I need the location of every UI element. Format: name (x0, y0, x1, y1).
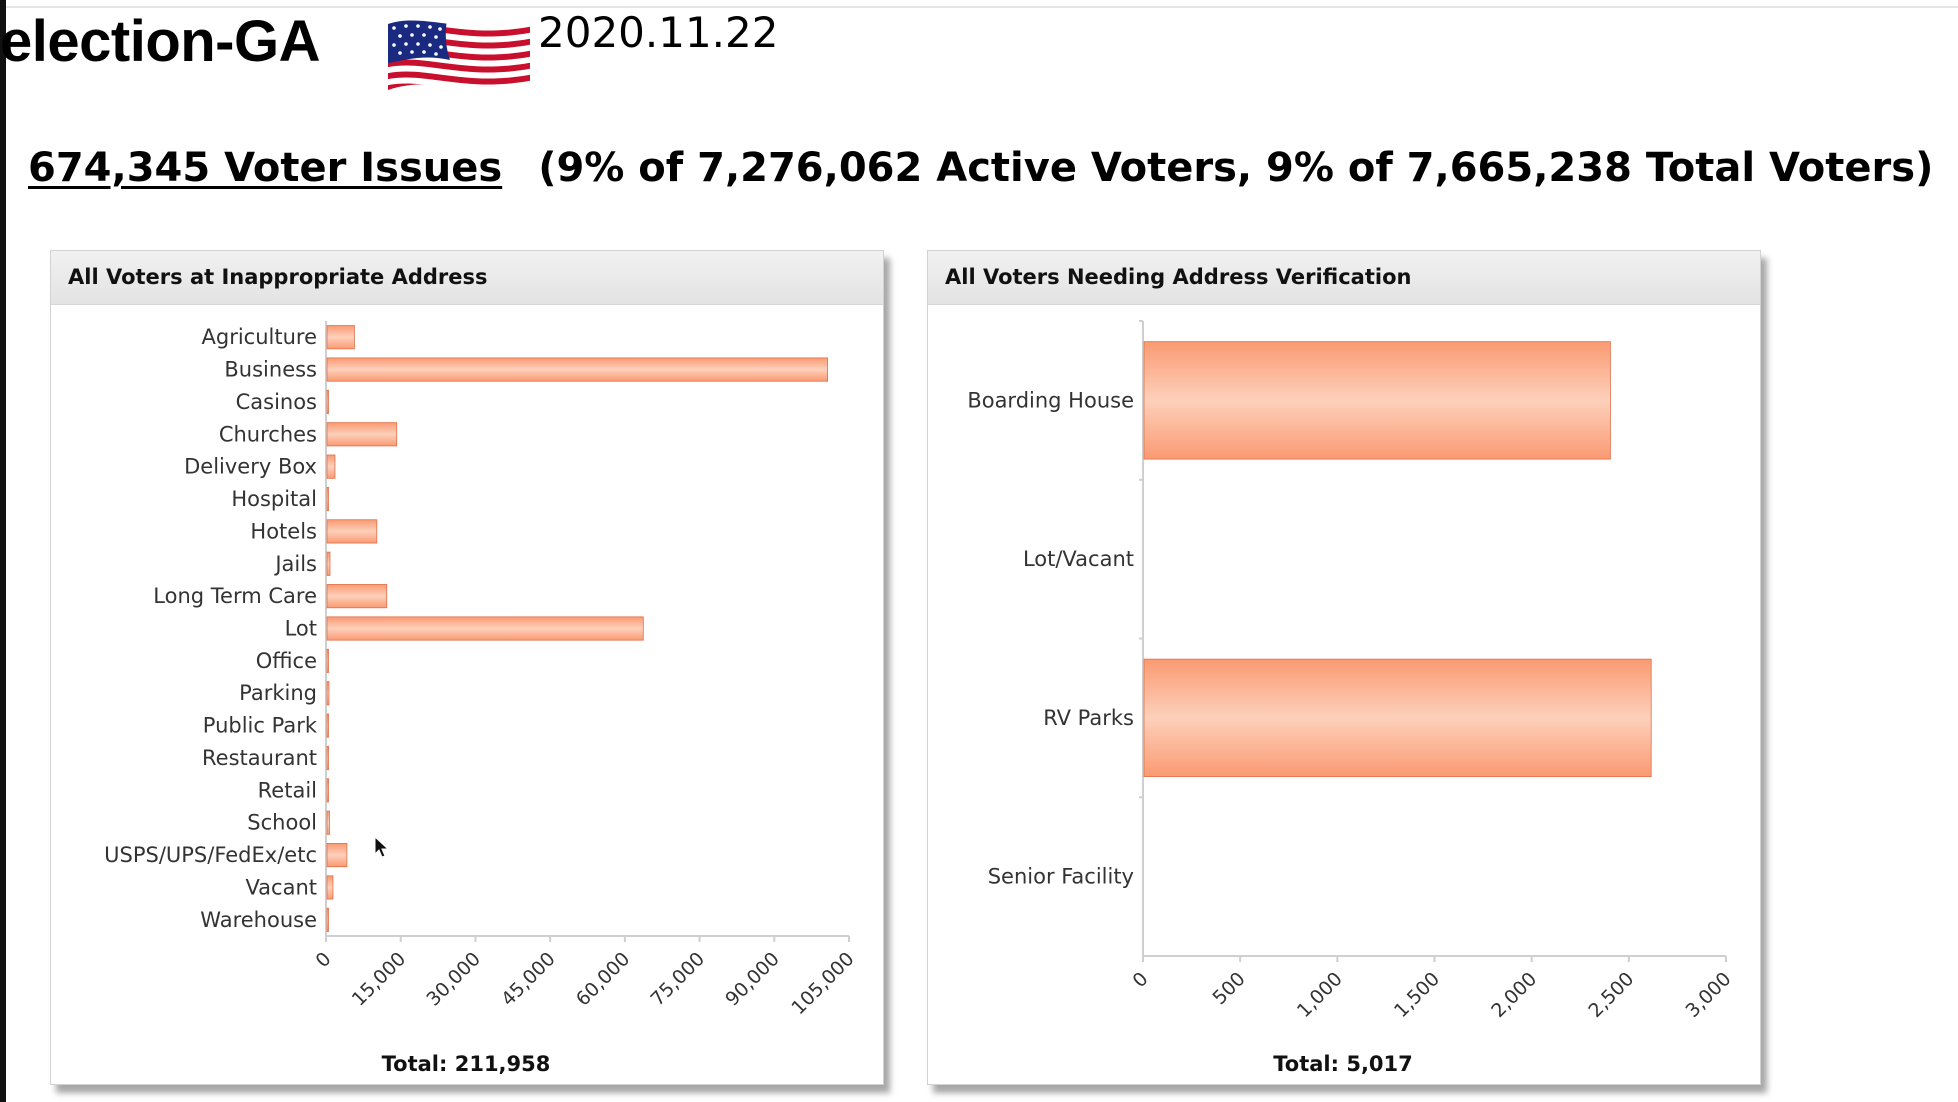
mouse-cursor-icon (374, 836, 390, 858)
bar (326, 810, 330, 835)
total-value: 211,958 (455, 1052, 551, 1076)
panel-title: All Voters at Inappropriate Address (51, 251, 883, 305)
category-label: Office (256, 649, 317, 673)
chart-axes (325, 321, 850, 942)
voter-issues-headline: 674,345 Voter Issues (9% of 7,276,062 Act… (28, 145, 1933, 191)
category-label: Jails (273, 552, 317, 576)
chart-axes (1139, 320, 1727, 962)
bar (326, 454, 336, 479)
category-label: Public Park (203, 714, 318, 738)
inappropriate-address-panel: All Voters at Inappropriate Address Agri… (50, 250, 884, 1085)
bar (326, 778, 329, 803)
x-tick-label: 15,000 (348, 948, 411, 1011)
category-label: School (247, 811, 317, 835)
bar (326, 486, 329, 512)
category-label: Warehouse (200, 908, 317, 932)
category-label: Lot/Vacant (1023, 547, 1134, 571)
bar (1143, 341, 1611, 460)
category-label: Long Term Care (153, 584, 317, 608)
x-tick-label: 75,000 (647, 948, 710, 1011)
window-left-edge (0, 0, 6, 1102)
category-label: Churches (219, 422, 317, 446)
x-tick-label: 45,000 (497, 948, 560, 1011)
us-flag-icon (388, 20, 530, 90)
category-label: Parking (239, 681, 317, 705)
bar (326, 325, 355, 350)
x-tick-label: 30,000 (422, 948, 485, 1011)
top-divider (6, 6, 1958, 8)
voter-issues-link[interactable]: 674,345 Voter Issues (28, 145, 503, 191)
bar (326, 843, 348, 868)
bar (326, 357, 828, 382)
bar (326, 648, 329, 673)
address-verification-chart: Boarding House Lot/Vacant RV Parks Senior F… (967, 320, 1736, 1076)
bar (326, 551, 331, 576)
category-label: Hotels (250, 519, 317, 543)
total-value: 5,017 (1346, 1052, 1412, 1076)
x-tick-label: 2,500 (1584, 968, 1638, 1022)
x-tick-label: 2,000 (1487, 968, 1541, 1022)
bar (326, 389, 329, 414)
bar (326, 681, 330, 706)
category-label: Retail (258, 778, 317, 802)
category-label: Lot (285, 617, 317, 641)
category-label: Restaurant (202, 746, 317, 770)
category-label: Business (224, 358, 317, 382)
bar (326, 745, 329, 771)
category-label: Boarding House (967, 388, 1134, 412)
voter-issues-summary: (9% of 7,276,062 Active Voters, 9% of 7,… (538, 145, 1934, 191)
x-tick-label: 1,500 (1390, 968, 1444, 1022)
category-label: Senior Facility (988, 865, 1134, 889)
bar (326, 875, 334, 900)
category-label: Vacant (245, 875, 317, 899)
bar (326, 713, 329, 738)
bar (326, 616, 644, 641)
category-label: Delivery Box (184, 455, 317, 479)
bar (1143, 658, 1652, 778)
bar (326, 584, 388, 609)
x-tick-label: 500 (1209, 968, 1250, 1009)
chart-total: Total: 211,958 (382, 1052, 551, 1076)
category-label: Hospital (231, 487, 317, 511)
address-verification-panel: All Voters Needing Address Verification … (927, 250, 1761, 1085)
x-tick-label: 3,000 (1682, 968, 1736, 1022)
app-title: election-GA (0, 9, 321, 74)
report-date: 2020.11.22 (538, 8, 779, 57)
bar (326, 907, 329, 932)
category-label: Casinos (236, 390, 317, 414)
x-tick-label: 0 (311, 948, 335, 972)
total-label: Total: (1273, 1052, 1346, 1076)
category-label: RV Parks (1043, 706, 1134, 730)
inappropriate-address-chart: Agriculture Business Casinos Churches Delive… (104, 321, 859, 1076)
bar (326, 422, 398, 447)
panel-title: All Voters Needing Address Verification (928, 251, 1760, 305)
bar (326, 519, 378, 544)
category-label: Agriculture (202, 325, 318, 349)
x-tick-label: 0 (1128, 968, 1152, 992)
total-label: Total: (382, 1052, 455, 1076)
x-tick-label: 60,000 (572, 948, 635, 1011)
x-tick-label: 1,000 (1293, 968, 1347, 1022)
category-label: USPS/UPS/FedEx/etc (104, 843, 317, 867)
x-tick-label: 90,000 (721, 948, 784, 1011)
chart-total: Total: 5,017 (1273, 1052, 1413, 1076)
x-tick-label: 105,000 (787, 948, 858, 1019)
